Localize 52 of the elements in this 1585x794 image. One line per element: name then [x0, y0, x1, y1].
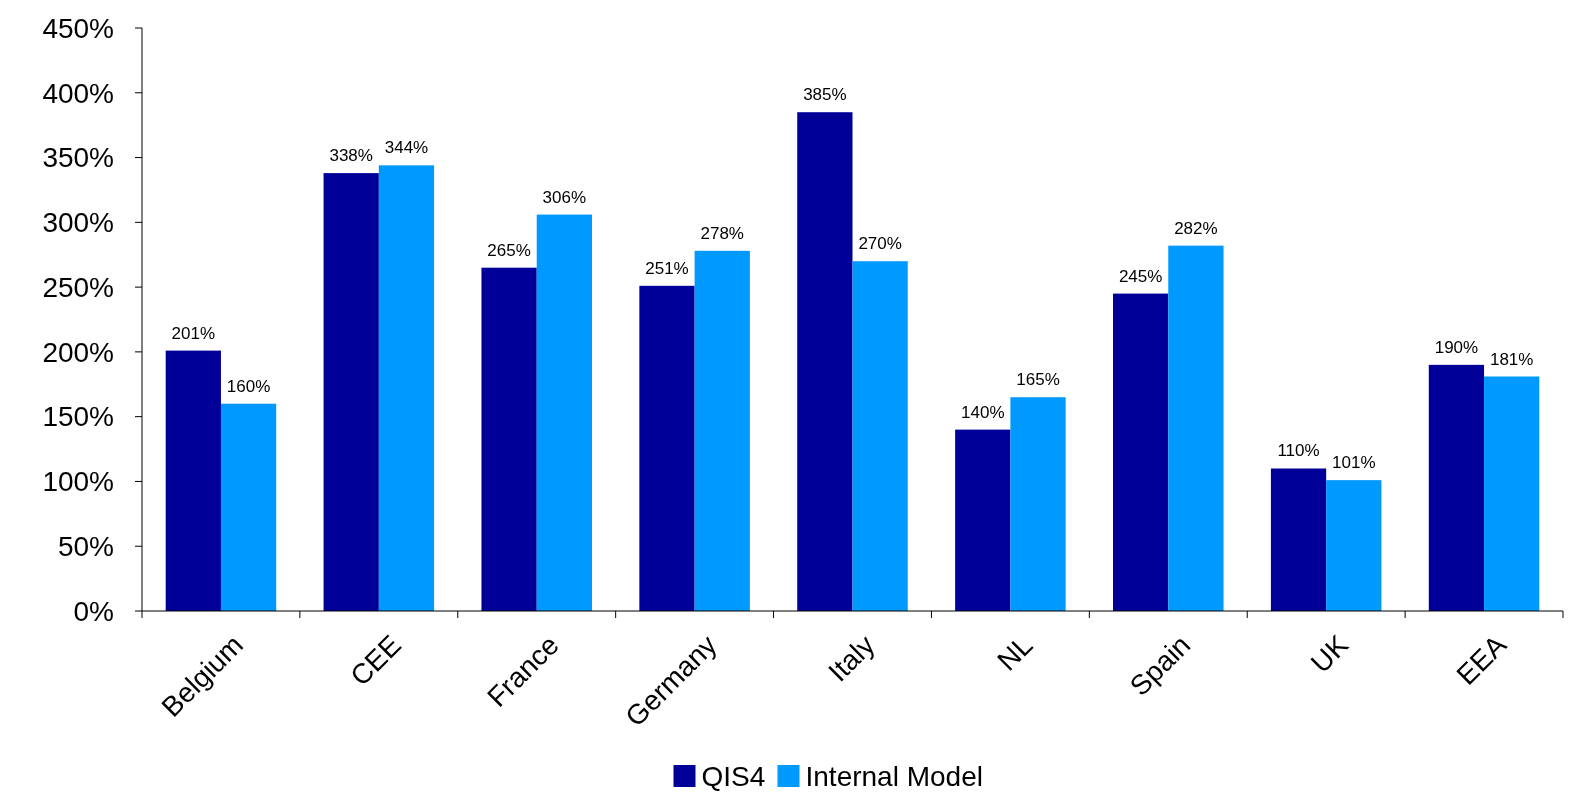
bar	[378, 165, 435, 611]
bar	[694, 250, 750, 611]
bar	[852, 261, 908, 611]
bar	[536, 214, 592, 611]
data-label: 265%	[487, 240, 531, 260]
legend-label: QIS4	[701, 760, 766, 792]
data-label: 110%	[1277, 441, 1320, 461]
data-label: 385%	[803, 85, 847, 105]
y-tick-label: 250%	[42, 271, 114, 303]
bar	[481, 267, 537, 611]
legend-label: Internal Model	[805, 760, 983, 792]
data-label: 201%	[171, 323, 216, 343]
data-label: 338%	[329, 146, 373, 166]
y-tick-label: 300%	[42, 207, 114, 239]
data-label: 251%	[645, 258, 689, 278]
data-label: 344%	[384, 138, 429, 158]
y-tick-label: 400%	[42, 77, 114, 109]
bar	[1113, 293, 1169, 611]
data-label: 270%	[858, 234, 902, 254]
bar	[165, 350, 221, 611]
y-tick-label: 150%	[42, 401, 114, 433]
bar	[1326, 480, 1382, 611]
data-label: 278%	[700, 223, 744, 243]
data-label: 181%	[1489, 349, 1534, 369]
data-label: 140%	[961, 402, 1005, 422]
bar	[797, 112, 853, 611]
x-tick-label: EEA	[1450, 628, 1513, 691]
bar	[323, 173, 379, 611]
y-tick-label: 100%	[42, 466, 114, 498]
data-label: 160%	[226, 376, 271, 396]
data-label: 165%	[1016, 370, 1060, 390]
y-tick-label: 200%	[42, 336, 114, 368]
y-tick-label: 450%	[42, 12, 114, 44]
x-tick-label: Italy	[822, 629, 881, 688]
data-label: 190%	[1434, 337, 1479, 357]
data-label: 306%	[542, 187, 587, 207]
bar	[1010, 397, 1066, 611]
bar	[1484, 376, 1540, 611]
bar	[639, 285, 695, 611]
data-label: 101%	[1332, 453, 1376, 473]
x-tick-label: NL	[991, 629, 1039, 677]
bar	[955, 429, 1011, 611]
bar	[1270, 468, 1327, 611]
bar	[1168, 245, 1224, 611]
y-tick-label: 50%	[57, 531, 114, 563]
data-label: 245%	[1118, 266, 1163, 286]
bar	[1428, 364, 1485, 611]
y-tick-label: 0%	[73, 595, 114, 627]
x-tick-label: UK	[1304, 628, 1355, 679]
y-tick-label: 350%	[42, 142, 114, 174]
data-label: 282%	[1174, 218, 1218, 238]
bar	[220, 403, 277, 611]
